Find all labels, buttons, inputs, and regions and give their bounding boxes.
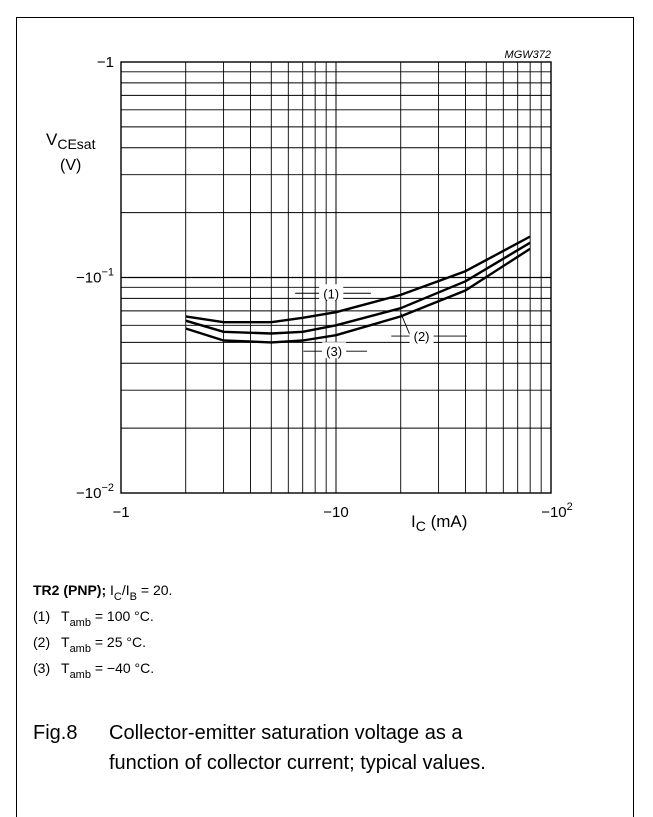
- series-label-3: (3): [326, 344, 342, 359]
- note-item-2: (2) Tamb = 25 °C.: [33, 634, 146, 655]
- figure-frame: [16, 17, 634, 817]
- series-line-3: [185, 247, 531, 344]
- series-label-bg: [409, 327, 434, 344]
- series-line-1: [185, 235, 531, 324]
- series-label-bg: [322, 342, 347, 359]
- x-tick-label: −10: [323, 504, 348, 521]
- series-label-bg: [319, 284, 344, 301]
- series-leader: [400, 312, 410, 335]
- series-label-1: (1): [323, 286, 339, 301]
- notes-title: TR2 (PNP); IC/IB = 20.: [33, 582, 173, 603]
- y-tick-label: −10−1: [76, 267, 114, 287]
- figure-caption-line1: Fig.8 Collector-emitter saturation voltag…: [33, 722, 463, 744]
- figure-caption-line2: function of collector current; typical v…: [109, 752, 486, 774]
- note-item-1: (1) Tamb = 100 °C.: [33, 608, 154, 629]
- series-label-2: (2): [414, 329, 430, 344]
- y-tick-label: −10−2: [76, 482, 114, 502]
- plot-border: [120, 61, 552, 494]
- note-item-3: (3) Tamb = −40 °C.: [33, 660, 155, 681]
- x-tick-label: −102: [541, 501, 573, 521]
- x-axis-label: IC (mA): [411, 512, 468, 534]
- figure-code: MGW372: [505, 49, 551, 61]
- x-tick-label: −1: [112, 504, 129, 521]
- y-axis-unit: (V): [60, 157, 82, 174]
- series-line-2: [185, 241, 531, 335]
- y-tick-label: −1: [97, 54, 114, 71]
- y-axis-label: VCEsat: [46, 130, 96, 152]
